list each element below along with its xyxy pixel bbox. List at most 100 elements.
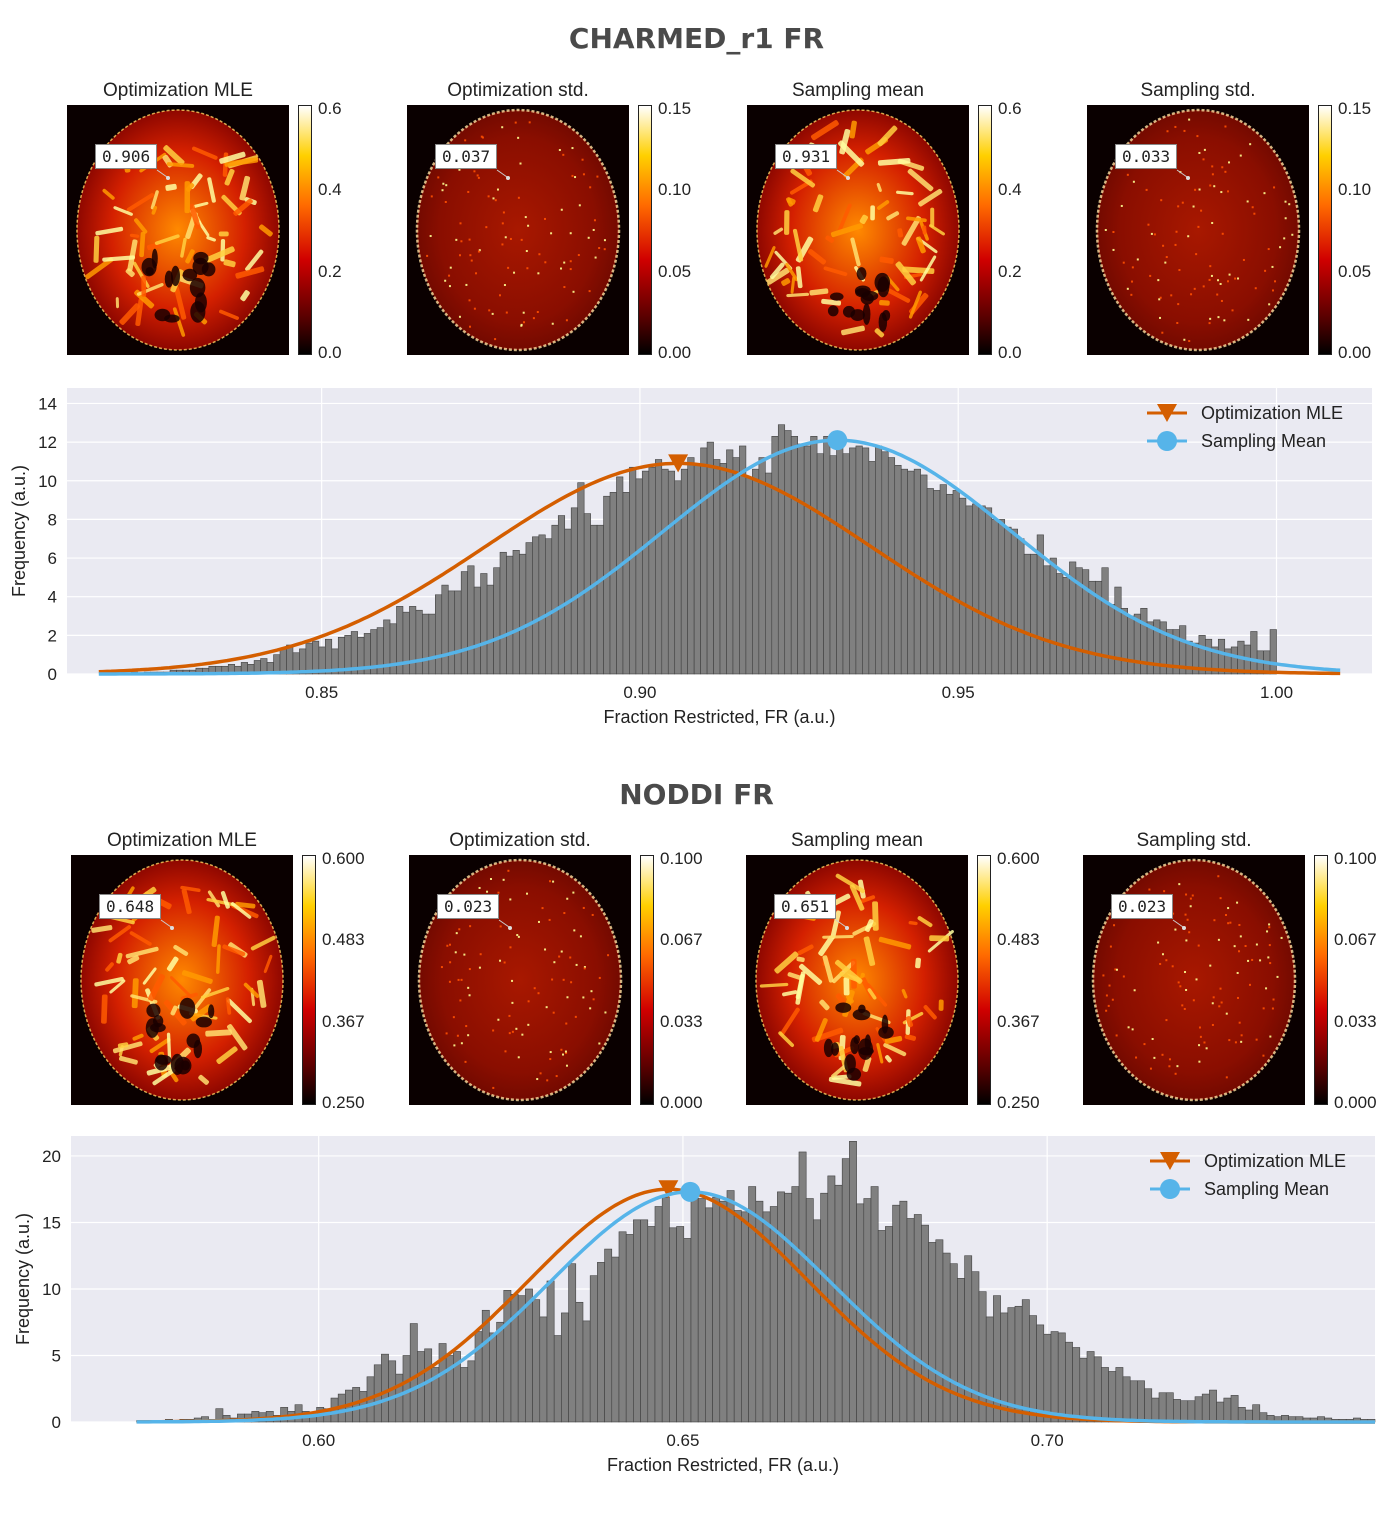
histogram-bar — [616, 476, 624, 675]
histogram-bar — [539, 1316, 548, 1423]
colorbar-tick-label: 0.00 — [658, 343, 692, 362]
histogram-bar — [635, 478, 643, 675]
colorbar — [1318, 105, 1332, 355]
x-tick-label: 0.60 — [302, 1431, 335, 1450]
histogram-bar — [758, 457, 766, 675]
histogram-bar — [1269, 629, 1277, 675]
histogram-bar — [1187, 1400, 1196, 1423]
histogram-bar — [1017, 538, 1025, 675]
histogram-bar — [705, 1207, 713, 1423]
colorbar-tick-label: 0.10 — [1338, 180, 1372, 200]
histogram-bar — [877, 1230, 886, 1423]
histogram-bar — [849, 1141, 857, 1423]
y-tick-label: 0 — [48, 665, 57, 684]
colorbar-tick-label: 0.4 — [998, 180, 1022, 200]
x-axis-label: Fraction Restricted, FR (a.u.) — [603, 707, 835, 727]
colorbar — [302, 855, 316, 1105]
value-annotation: 0.023 — [437, 894, 500, 919]
map-title: Sampling mean — [790, 830, 924, 851]
histogram-bar — [525, 542, 533, 675]
histogram-bar — [395, 1373, 404, 1423]
mle-marker — [658, 1180, 679, 1199]
mean-marker — [680, 1181, 701, 1202]
colorbar-tick-label: 0.250 — [997, 1093, 1040, 1112]
histogram-bar — [1115, 1367, 1124, 1423]
histogram-bar — [633, 1219, 641, 1423]
histogram-bar — [1122, 1376, 1131, 1423]
histogram-bar — [647, 1226, 656, 1423]
histogram-bar — [991, 519, 999, 675]
histogram-bar — [1108, 1371, 1117, 1423]
histogram-bar — [1223, 1397, 1232, 1423]
histogram-bar — [798, 1151, 807, 1423]
colorbar-tick-label: 0.00 — [1338, 343, 1372, 362]
map-title: Optimization MLE — [103, 80, 253, 101]
histogram-bar — [926, 488, 934, 675]
histogram-bar — [739, 445, 747, 675]
noddi-histogram: 0 5 10 15 20 0.60 0.65 0.70 Optimization MLE Samp… — [13, 1136, 1376, 1475]
brain-texture — [426, 121, 606, 341]
histogram-bar — [1216, 1401, 1225, 1423]
map-panel: Optimization MLE 0.906 — [67, 80, 289, 355]
brain-map-image — [1087, 105, 1309, 355]
histogram-bar — [1030, 553, 1038, 675]
colorbar — [298, 105, 312, 355]
y-tick-label: 10 — [42, 1280, 61, 1299]
map-title: Sampling mean — [791, 80, 925, 101]
y-tick-label: 10 — [38, 472, 57, 491]
histogram-bar — [697, 1198, 706, 1423]
histogram-bar — [532, 1299, 541, 1423]
histogram-bar — [765, 472, 773, 675]
map-panel: Sampling mean 0.651 — [746, 830, 968, 1105]
brain-slice — [81, 860, 283, 1100]
histogram-bar — [467, 565, 475, 675]
colorbar-tick-label: 0.0 — [998, 343, 1022, 362]
colorbar-tick-label: 0.000 — [660, 1093, 703, 1112]
histogram-bar — [892, 1204, 901, 1423]
histogram-bar — [642, 470, 650, 675]
value-annotation: 0.037 — [435, 144, 498, 169]
mean-fit-curve — [136, 1190, 1375, 1424]
histogram-bar — [791, 1186, 800, 1423]
map-title: Sampling std. — [1136, 830, 1252, 851]
legend-label: Sampling Mean — [1201, 431, 1326, 451]
brain-texture — [1102, 875, 1283, 1079]
histogram-bar — [881, 451, 889, 675]
histogram-bar — [836, 445, 844, 675]
colorbar — [640, 855, 654, 1105]
value-annotation: 0.648 — [99, 894, 162, 919]
histogram-bar — [1062, 577, 1070, 675]
histogram-bar — [279, 648, 287, 675]
histogram-bar — [589, 1275, 598, 1423]
histogram-bar — [921, 1224, 929, 1423]
histogram-bar — [1021, 1299, 1030, 1423]
brain-rim — [1091, 858, 1297, 1102]
histogram-bar — [435, 594, 443, 675]
colorbar-tick-label: 0.000 — [1334, 1093, 1377, 1112]
histogram-bar — [1079, 1357, 1088, 1423]
value-annotation: 0.931 — [775, 144, 838, 169]
mean-marker — [827, 430, 848, 451]
map-panel: Optimization std. 0.037 — [407, 80, 629, 355]
histogram-bar — [597, 1262, 605, 1423]
histogram-bar — [957, 1278, 965, 1423]
x-tick-label: 0.65 — [666, 1431, 699, 1450]
histogram-bar — [1120, 607, 1128, 675]
histogram-bar — [460, 1367, 469, 1423]
histogram-bar — [503, 1290, 512, 1423]
legend-label: Optimization MLE — [1204, 1151, 1346, 1171]
colorbar-tick-label: 0.15 — [658, 99, 692, 118]
map-title: Optimization std. — [447, 80, 589, 101]
brain-rim — [756, 109, 960, 351]
brain-rim — [415, 108, 621, 352]
histogram-bar — [933, 490, 941, 675]
histogram-bar — [726, 1190, 735, 1423]
histogram-bar — [797, 443, 805, 675]
histogram-bar — [939, 484, 947, 675]
histogram-bar — [512, 550, 520, 675]
brain-texture — [759, 873, 954, 1087]
colorbar — [1314, 855, 1328, 1105]
histogram-bar — [813, 1219, 821, 1423]
histogram-bar — [1036, 1324, 1045, 1423]
histogram-bar — [863, 1198, 872, 1423]
